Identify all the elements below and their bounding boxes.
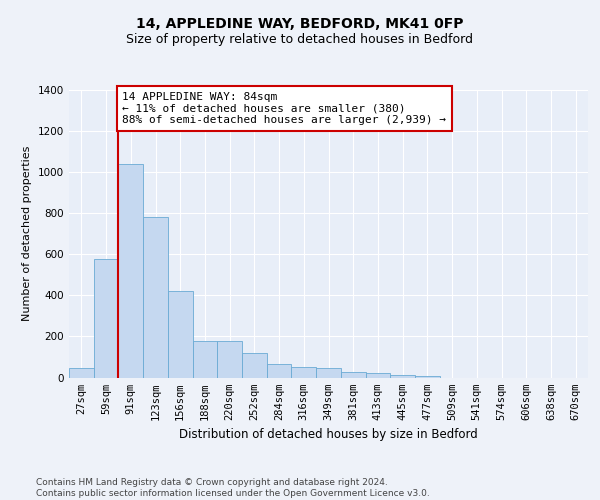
Bar [217, 340, 242, 378]
Y-axis label: Number of detached properties: Number of detached properties [22, 146, 32, 322]
Bar [242, 353, 267, 378]
X-axis label: Distribution of detached houses by size in Bedford: Distribution of detached houses by size … [179, 428, 478, 441]
Bar [168, 291, 193, 378]
Bar [143, 218, 168, 378]
Text: Size of property relative to detached houses in Bedford: Size of property relative to detached ho… [127, 32, 473, 46]
Bar [365, 374, 390, 378]
Text: 14, APPLEDINE WAY, BEDFORD, MK41 0FP: 14, APPLEDINE WAY, BEDFORD, MK41 0FP [136, 18, 464, 32]
Bar [267, 364, 292, 378]
Bar [118, 164, 143, 378]
Bar [193, 340, 217, 378]
Bar [341, 372, 365, 378]
Bar [316, 368, 341, 378]
Bar [94, 260, 118, 378]
Bar [69, 368, 94, 378]
Bar [415, 376, 440, 378]
Bar [390, 376, 415, 378]
Bar [292, 367, 316, 378]
Text: 14 APPLEDINE WAY: 84sqm
← 11% of detached houses are smaller (380)
88% of semi-d: 14 APPLEDINE WAY: 84sqm ← 11% of detache… [122, 92, 446, 126]
Text: Contains HM Land Registry data © Crown copyright and database right 2024.
Contai: Contains HM Land Registry data © Crown c… [36, 478, 430, 498]
